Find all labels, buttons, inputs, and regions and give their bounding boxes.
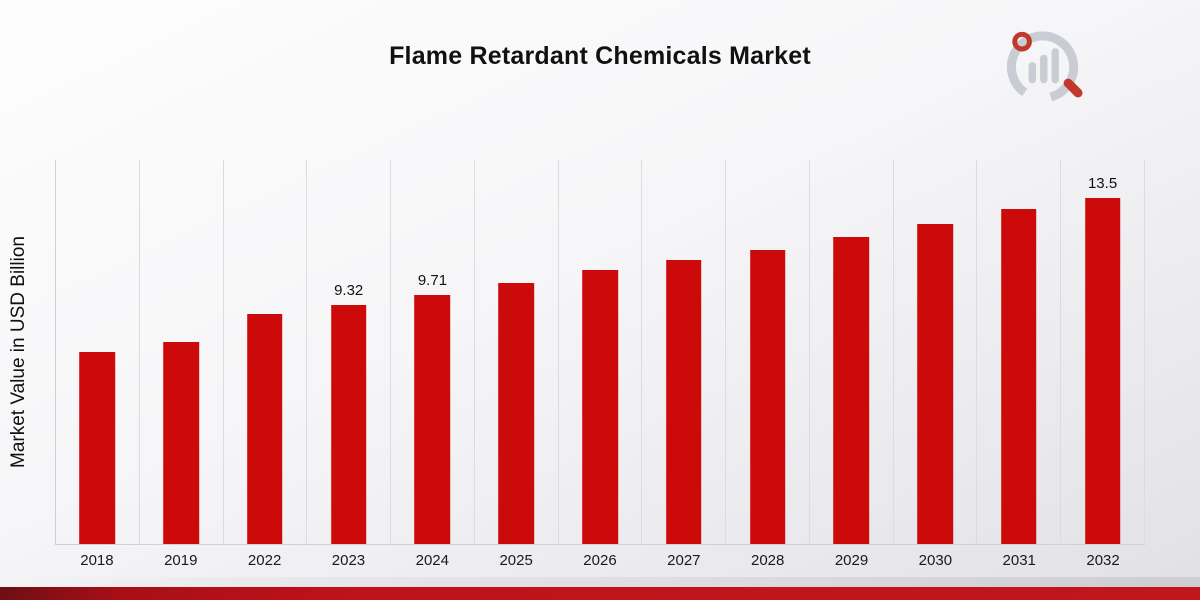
bar-2025: [498, 282, 534, 544]
plot-column-2019: [140, 160, 224, 544]
plot-column-2029: [810, 160, 894, 544]
x-tick-label-2026: 2026: [583, 552, 617, 569]
x-tick-label-2024: 2024: [415, 552, 449, 569]
bar-2030: [917, 224, 953, 544]
bar-2028: [749, 249, 786, 544]
bar-value-label-2024: 9.71: [417, 272, 448, 290]
x-tick-label-2018: 2018: [80, 552, 114, 569]
plot-column-2024: 9.71: [391, 160, 475, 544]
plot-column-2018: [56, 160, 140, 544]
bar-2026: [582, 270, 618, 544]
footer-accent-bar: [0, 587, 1200, 600]
bar-2031: [1001, 208, 1037, 544]
bar-value-label-2023: 9.32: [334, 282, 364, 300]
bar-2024: [414, 295, 451, 544]
bar-2018: [79, 352, 116, 544]
plot-column-2028: [726, 160, 810, 544]
bar-value-label-2032: 13.5: [1087, 175, 1118, 193]
bar-2029: [833, 236, 870, 544]
x-tick-label-2025: 2025: [499, 552, 533, 569]
plot-column-2031: [977, 160, 1062, 544]
plot-column-2025: [475, 160, 559, 544]
plot-area: 9.32 9.71 13.5: [55, 160, 1145, 545]
brand-logo-graphic: [1006, 31, 1083, 103]
bar-2027: [665, 259, 702, 544]
footer-fade-strip: [0, 577, 1200, 587]
bar-2032: [1084, 198, 1121, 544]
x-tick-label-2027: 2027: [667, 552, 701, 569]
bar-2022: [247, 313, 283, 544]
x-tick-label-2028: 2028: [750, 552, 785, 569]
market-research-logo: [1000, 26, 1090, 108]
x-axis: 2018 2019 2022 2023 2024 2025 2026 2027 2028 2029…: [55, 552, 1145, 569]
plot-column-2023: 9.32: [307, 160, 392, 544]
x-tick-label-2019: 2019: [164, 552, 198, 569]
x-tick-label-2030: 2030: [918, 552, 953, 569]
plot-column-2022: [224, 160, 308, 544]
x-tick-label-2029: 2029: [834, 552, 869, 569]
plot-column-2030: [894, 160, 978, 544]
y-axis-label: Market Value in USD Billion: [8, 236, 29, 469]
plot-column-2027: [642, 160, 727, 544]
chart-title: Flame Retardant Chemicals Market: [389, 42, 811, 70]
x-tick-label-2031: 2031: [1002, 552, 1036, 569]
bar-2019: [163, 341, 199, 544]
plot-column-2032: 13.5: [1061, 160, 1145, 544]
x-tick-label-2032: 2032: [1086, 552, 1120, 569]
bar-2023: [330, 305, 367, 544]
plot-column-2026: [559, 160, 643, 544]
x-tick-label-2023: 2023: [331, 552, 366, 569]
x-tick-label-2022: 2022: [247, 552, 282, 569]
